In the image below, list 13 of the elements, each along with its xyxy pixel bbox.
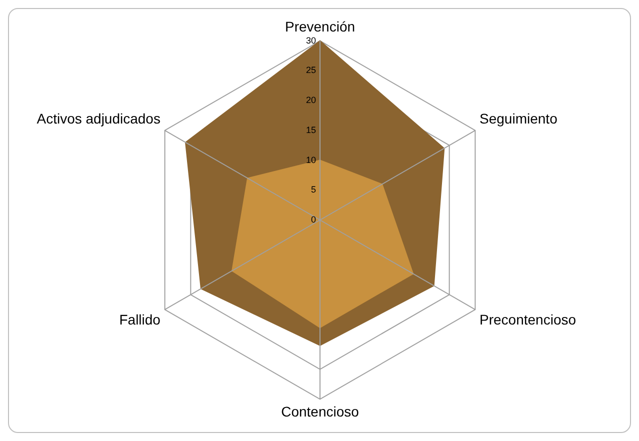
spoke-label: Contencioso	[281, 403, 360, 420]
y-tick-label: 25	[306, 65, 316, 76]
y-tick-label: 5	[310, 184, 316, 195]
y-tick-label: 30	[306, 35, 316, 46]
spoke-label: Fallido	[119, 311, 161, 328]
y-tick-label: 0	[310, 214, 316, 224]
spoke-label: Precontencioso	[480, 311, 576, 328]
y-tick-label: 20	[306, 95, 316, 106]
spoke-label: Activos adjudicados	[36, 110, 160, 126]
y-tick-label: 15	[306, 124, 316, 135]
spoke-label: Prevención	[284, 18, 356, 34]
spoke-label: Seguimiento	[480, 110, 558, 126]
y-tick-label: 10	[306, 154, 316, 165]
